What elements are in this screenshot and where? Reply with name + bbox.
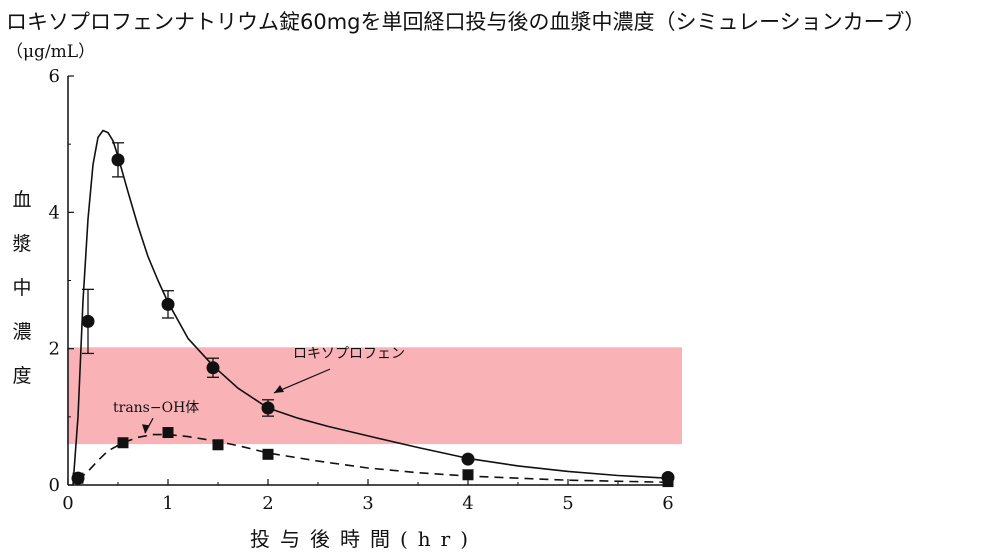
x-tick-label: 5	[562, 493, 573, 514]
trans-oh-annotation-arrow	[144, 417, 154, 434]
trans-oh-annotation-arrowhead	[142, 424, 149, 434]
y-tick-label: 6	[49, 66, 60, 87]
y-axis-label-char: 血	[12, 189, 31, 211]
chart-title: ロキソプロフェンナトリウム錠60mgを単回経口投与後の血漿中濃度（シミュレーショ…	[6, 10, 926, 34]
trans-oh-point	[162, 427, 174, 439]
trans-oh-point	[462, 469, 474, 481]
x-tick-label: 4	[462, 493, 473, 514]
loxoprofen-annotation-arrowhead	[274, 384, 284, 393]
trans-oh-point	[72, 472, 84, 484]
trans-oh-point	[212, 439, 224, 451]
x-tick-label: 6	[662, 493, 673, 514]
loxoprofen-point	[261, 401, 275, 415]
y-tick-label: 0	[49, 475, 60, 496]
loxoprofen-point	[161, 297, 175, 311]
loxoprofen-curve	[72, 129, 669, 486]
trans-oh-point	[662, 476, 674, 488]
y-axis-label-char: 漿	[12, 233, 31, 255]
y-axis-label-char: 度	[12, 365, 31, 387]
loxoprofen-point	[206, 361, 220, 375]
y-tick-label: 2	[49, 339, 60, 360]
x-tick-label: 0	[62, 493, 73, 514]
y-axis-label-char: 中	[12, 277, 31, 299]
loxoprofen-annotation: ロキソプロフェン	[293, 346, 405, 362]
y-tick-label: 4	[49, 202, 60, 223]
trans-oh-point	[262, 448, 274, 460]
trans-oh-curve	[77, 433, 669, 484]
trans-oh-point	[117, 437, 129, 449]
y-unit-label: （μg/mL）	[6, 42, 95, 62]
y-axis-label-char: 濃	[12, 321, 31, 343]
x-axis-label: 投与後時間(hr)	[250, 527, 478, 551]
x-tick-label: 3	[362, 493, 373, 514]
x-tick-label: 2	[262, 493, 273, 514]
trans-oh-annotation: trans−OH体	[113, 400, 199, 416]
loxoprofen-point	[111, 153, 125, 167]
loxoprofen-point	[461, 452, 475, 466]
loxoprofen-point	[81, 314, 95, 328]
x-tick-label: 1	[162, 493, 173, 514]
loxoprofen-annotation-arrow	[273, 368, 331, 394]
